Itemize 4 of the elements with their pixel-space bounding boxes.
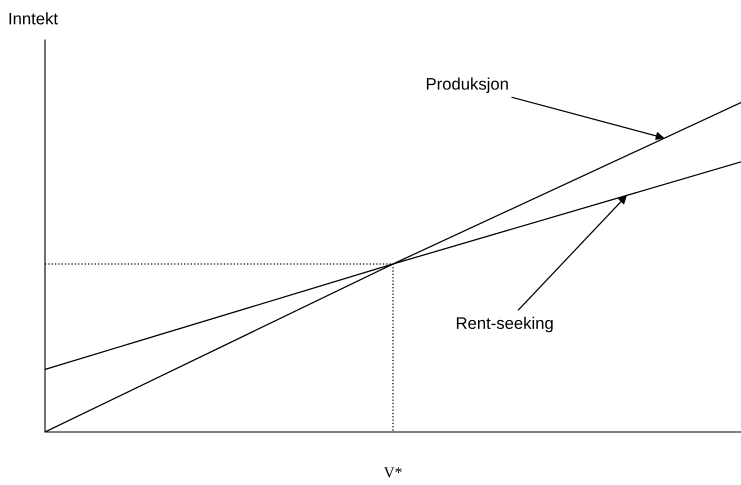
annotation: Rent-seeking bbox=[456, 316, 553, 332]
ref-line-label: V* bbox=[384, 467, 402, 478]
y-axis-title: Inntekt bbox=[10, 12, 58, 24]
text: Produksjon bbox=[426, 78, 508, 94]
